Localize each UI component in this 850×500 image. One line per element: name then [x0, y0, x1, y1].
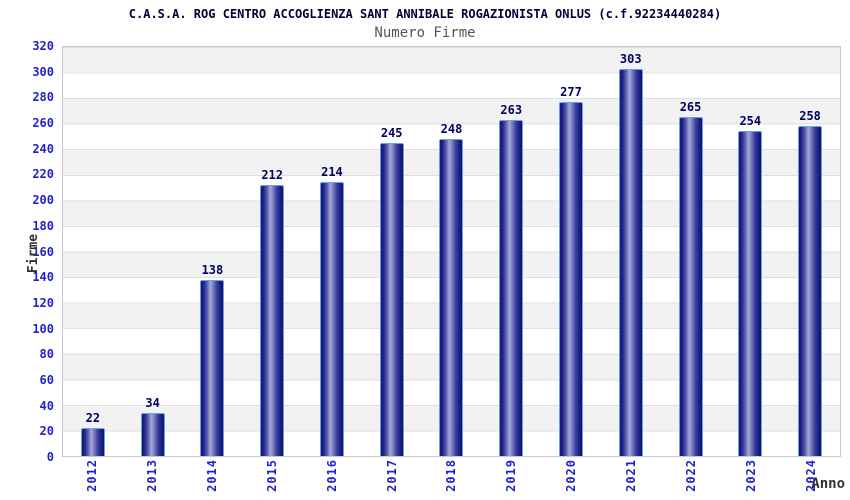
- x-label-slot: 2014: [182, 459, 242, 499]
- bar-2017: [379, 142, 404, 456]
- y-tick-label: 180: [32, 218, 54, 233]
- x-tick-label: 2016: [324, 459, 339, 492]
- bar-value-label: 22: [85, 410, 101, 425]
- x-axis-labels: 2012 2013 2014 2015 2016 2017 2018 2019 2020 2021…: [62, 459, 841, 499]
- x-tick-label: 2013: [144, 459, 159, 492]
- y-tick-label: 200: [32, 193, 54, 208]
- y-tick-label: 40: [39, 398, 54, 413]
- x-label-slot: 2020: [541, 459, 601, 499]
- bar-slot-2016: 214: [302, 47, 362, 456]
- bar-2020: [559, 101, 583, 456]
- bar-2015: [260, 185, 285, 456]
- x-tick-label: 2012: [84, 459, 99, 492]
- bar-value-label: 248: [440, 122, 463, 137]
- x-tick-label: 2022: [684, 459, 699, 492]
- bar-slot-2018: 248: [422, 47, 482, 456]
- y-tick-label: 240: [32, 141, 54, 156]
- y-tick-label: 100: [32, 321, 54, 336]
- bar-slot-2024: 258: [780, 47, 840, 456]
- bar-2024: [798, 126, 823, 456]
- bar-slot-2012: 22: [63, 47, 123, 456]
- bar-slot-2023: 254: [720, 47, 780, 456]
- bar-2018: [439, 139, 464, 456]
- bar-value-label: 245: [380, 125, 403, 140]
- bar-slot-2017: 245: [362, 47, 422, 456]
- bar-value-label: 212: [261, 168, 284, 183]
- bar-value-label: 214: [321, 165, 343, 180]
- x-tick-label: 2019: [504, 459, 519, 492]
- bar-2023: [738, 131, 763, 456]
- y-tick-label: 20: [39, 424, 54, 439]
- bar-slot-2013: 34: [123, 47, 183, 456]
- x-tick-label: 2015: [264, 459, 279, 492]
- x-label-slot: 2018: [422, 459, 482, 499]
- y-tick-label: 300: [32, 64, 54, 79]
- bar-value-label: 277: [560, 84, 582, 99]
- bars-container: 22 34 138 212 214 245 248 263 277 303 265 254 258: [63, 47, 840, 456]
- chart-title: C.A.S.A. ROG CENTRO ACCOGLIENZA SANT ANN…: [128, 7, 722, 21]
- bar-slot-2020: 277: [541, 47, 601, 456]
- y-tick-label: 260: [32, 116, 54, 131]
- bar-2022: [678, 117, 703, 456]
- x-label-slot: 2015: [242, 459, 302, 499]
- x-tick-label: 2014: [204, 459, 219, 492]
- chart-subtitle: Numero Firme: [374, 25, 476, 41]
- x-tick-label: 2021: [624, 459, 639, 492]
- bar-slot-2022: 265: [661, 47, 721, 456]
- x-tick-label: 2018: [444, 459, 459, 492]
- x-label-slot: 2016: [302, 459, 362, 499]
- bar-value-label: 263: [500, 102, 523, 117]
- bar-value-label: 34: [145, 395, 160, 410]
- bar-value-label: 303: [619, 51, 642, 66]
- bar-value-label: 258: [799, 109, 821, 124]
- y-tick-label: 120: [32, 295, 54, 310]
- y-tick-label: 80: [39, 347, 54, 362]
- plot-area: 22 34 138 212 214 245 248 263 277 303 265 254 258: [62, 46, 841, 457]
- y-tick-label: 320: [32, 39, 54, 53]
- bar-slot-2021: 303: [601, 47, 661, 456]
- bar-slot-2014: 138: [183, 47, 243, 456]
- bar-2014: [200, 279, 225, 456]
- x-label-slot: 2017: [362, 459, 422, 499]
- bar-2021: [618, 68, 643, 456]
- y-tick-label: 160: [32, 244, 54, 259]
- bar-2012: [80, 427, 105, 456]
- x-label-slot: 2012: [62, 459, 122, 499]
- x-axis-title: Anno: [811, 476, 845, 492]
- y-tick-label: 60: [39, 372, 54, 387]
- x-label-slot: 2019: [481, 459, 541, 499]
- x-label-slot: 2013: [122, 459, 182, 499]
- y-tick-label: 280: [32, 90, 54, 105]
- y-axis-title: Firme: [26, 233, 42, 274]
- x-label-slot: 2023: [721, 459, 781, 499]
- x-tick-label: 2020: [564, 459, 579, 492]
- bar-value-label: 265: [679, 100, 702, 115]
- y-tick-label: 0: [46, 450, 54, 464]
- x-label-slot: 2022: [661, 459, 721, 499]
- y-axis-ticks: 0 20 40 60 80 100 120 140 160 180 200 220 240 260 280 3…: [0, 40, 58, 463]
- bar-value-label: 254: [739, 114, 762, 129]
- bar-2013: [140, 412, 165, 456]
- y-tick-label: 140: [32, 270, 54, 285]
- x-tick-label: 2017: [384, 459, 399, 492]
- x-label-slot: 2021: [601, 459, 661, 499]
- bar-slot-2015: 212: [242, 47, 302, 456]
- bar-2016: [319, 182, 344, 456]
- bar-value-label: 138: [201, 262, 224, 277]
- bar-2019: [499, 119, 524, 456]
- x-tick-label: 2023: [744, 459, 759, 492]
- y-tick-label: 220: [32, 167, 54, 182]
- bar-slot-2019: 263: [481, 47, 541, 456]
